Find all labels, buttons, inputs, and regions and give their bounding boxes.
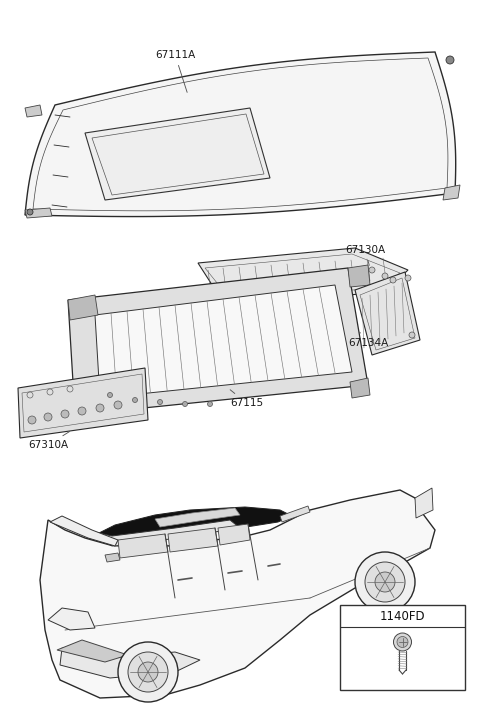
Circle shape (96, 404, 104, 412)
Polygon shape (105, 553, 120, 562)
Polygon shape (25, 105, 42, 117)
Circle shape (397, 636, 408, 647)
Circle shape (108, 392, 112, 397)
Circle shape (382, 273, 388, 279)
Polygon shape (60, 648, 200, 678)
Text: 67111A: 67111A (155, 50, 195, 92)
Polygon shape (168, 528, 218, 552)
Circle shape (118, 642, 178, 702)
Polygon shape (68, 388, 97, 412)
Text: 67310A: 67310A (28, 432, 70, 450)
Polygon shape (18, 368, 148, 438)
Circle shape (182, 401, 188, 406)
Polygon shape (25, 52, 456, 217)
Polygon shape (350, 378, 370, 398)
Circle shape (446, 56, 454, 64)
Circle shape (44, 413, 52, 421)
Polygon shape (355, 272, 420, 355)
Polygon shape (95, 285, 352, 398)
Text: 67134A: 67134A (348, 333, 388, 348)
Circle shape (355, 552, 415, 612)
Circle shape (207, 401, 213, 406)
Polygon shape (68, 268, 368, 415)
Circle shape (409, 332, 415, 338)
Circle shape (365, 562, 405, 602)
Circle shape (27, 209, 33, 215)
Polygon shape (68, 295, 98, 320)
FancyBboxPatch shape (340, 605, 465, 690)
Circle shape (28, 416, 36, 424)
Circle shape (390, 277, 396, 283)
Polygon shape (25, 208, 52, 218)
Text: 67130A: 67130A (345, 245, 385, 265)
Polygon shape (155, 508, 240, 527)
Polygon shape (40, 490, 435, 698)
Polygon shape (198, 248, 408, 305)
Polygon shape (218, 524, 250, 545)
Circle shape (61, 410, 69, 418)
Circle shape (138, 662, 158, 682)
Circle shape (375, 572, 395, 592)
Polygon shape (95, 507, 292, 546)
Polygon shape (85, 520, 240, 546)
Polygon shape (85, 108, 270, 200)
Circle shape (78, 407, 86, 415)
Polygon shape (48, 608, 95, 630)
Circle shape (369, 267, 375, 273)
Circle shape (128, 652, 168, 692)
Polygon shape (280, 506, 310, 522)
Text: 1140FD: 1140FD (380, 610, 425, 622)
Circle shape (405, 275, 411, 281)
Text: 67115: 67115 (230, 389, 263, 408)
Polygon shape (118, 534, 168, 558)
Polygon shape (348, 265, 370, 287)
Circle shape (157, 399, 163, 404)
Circle shape (114, 401, 122, 409)
Polygon shape (415, 488, 433, 518)
Circle shape (394, 633, 411, 651)
Polygon shape (443, 185, 460, 200)
Circle shape (132, 397, 137, 403)
Polygon shape (57, 640, 128, 662)
Polygon shape (50, 516, 118, 546)
